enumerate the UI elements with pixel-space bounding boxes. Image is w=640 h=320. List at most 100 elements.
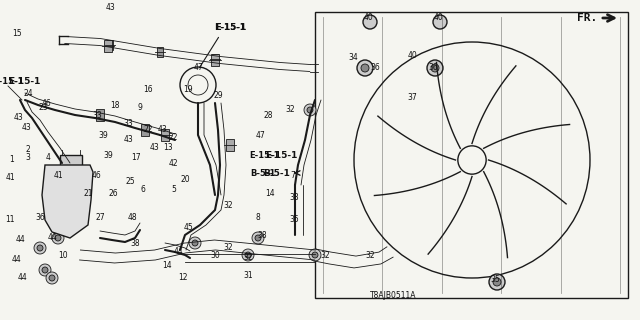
Text: 33: 33 (92, 110, 102, 119)
Text: 48: 48 (127, 213, 137, 222)
Circle shape (245, 252, 251, 258)
Text: 9: 9 (138, 102, 143, 111)
Text: 38: 38 (130, 238, 140, 247)
Text: 32: 32 (285, 106, 295, 115)
Circle shape (363, 15, 377, 29)
Text: 38: 38 (289, 194, 299, 203)
Text: 39: 39 (103, 150, 113, 159)
Circle shape (255, 235, 261, 241)
Text: 14: 14 (162, 260, 172, 269)
Text: 24: 24 (23, 89, 33, 98)
Text: 43: 43 (13, 114, 23, 123)
Text: 37: 37 (407, 93, 417, 102)
Text: 15: 15 (12, 29, 22, 38)
Circle shape (312, 252, 318, 258)
Text: 32: 32 (223, 201, 233, 210)
Text: 25: 25 (125, 178, 135, 187)
Circle shape (493, 278, 501, 286)
Text: 46: 46 (91, 171, 101, 180)
Text: 39: 39 (98, 131, 108, 140)
Text: E-15-1: E-15-1 (250, 150, 280, 159)
Text: E-15-1: E-15-1 (8, 77, 40, 86)
Text: 47: 47 (255, 131, 265, 140)
Text: 36: 36 (428, 63, 438, 73)
Text: 44: 44 (15, 236, 25, 244)
Text: 21: 21 (83, 189, 93, 198)
Text: 10: 10 (58, 251, 68, 260)
Text: 43: 43 (123, 135, 133, 145)
Text: 29: 29 (213, 92, 223, 100)
Circle shape (55, 235, 61, 241)
Text: 18: 18 (110, 101, 120, 110)
Text: 27: 27 (95, 213, 105, 222)
Text: 32: 32 (320, 251, 330, 260)
Text: 32: 32 (223, 244, 233, 252)
Text: 13: 13 (163, 143, 173, 153)
Circle shape (192, 240, 198, 246)
Bar (161, 129, 169, 141)
Text: 31: 31 (243, 270, 253, 279)
Bar (226, 139, 234, 151)
Text: 14: 14 (265, 188, 275, 197)
Text: 36: 36 (35, 213, 45, 222)
Text: 41: 41 (53, 171, 63, 180)
Text: 32: 32 (243, 253, 253, 262)
Circle shape (37, 245, 43, 251)
Text: 28: 28 (263, 110, 273, 119)
Text: 3: 3 (26, 154, 31, 163)
Text: 40: 40 (433, 13, 443, 22)
Text: 2: 2 (26, 145, 30, 154)
Text: 17: 17 (131, 154, 141, 163)
Circle shape (307, 107, 313, 113)
Text: 23: 23 (38, 102, 48, 111)
Text: 30: 30 (210, 251, 220, 260)
Circle shape (42, 267, 48, 273)
Text: 43: 43 (150, 143, 160, 153)
Text: 12: 12 (179, 274, 188, 283)
Bar (315, 12, 628, 298)
Bar (211, 54, 219, 66)
Text: 22: 22 (168, 133, 178, 142)
Bar (96, 109, 104, 121)
Text: E-15-1: E-15-1 (265, 150, 298, 159)
Text: FR.: FR. (577, 13, 597, 23)
Circle shape (189, 237, 201, 249)
Circle shape (361, 64, 369, 72)
Text: 6: 6 (141, 186, 145, 195)
Text: 35: 35 (490, 276, 500, 284)
Circle shape (39, 264, 51, 276)
Circle shape (34, 242, 46, 254)
Text: 34: 34 (348, 53, 358, 62)
Bar (107, 40, 113, 50)
Text: 36: 36 (370, 63, 380, 73)
Circle shape (252, 232, 264, 244)
Text: 40: 40 (408, 51, 418, 60)
Text: 40: 40 (363, 13, 373, 22)
Text: 43: 43 (21, 124, 31, 132)
Text: 43: 43 (105, 4, 115, 12)
Text: 43: 43 (157, 125, 167, 134)
Text: 1: 1 (10, 156, 14, 164)
Bar (60, 155, 82, 169)
Text: 19: 19 (183, 85, 193, 94)
Bar (141, 124, 149, 136)
Text: 46: 46 (42, 100, 52, 108)
Text: 47: 47 (193, 63, 203, 73)
Text: 7: 7 (291, 171, 296, 180)
Circle shape (357, 60, 373, 76)
Text: E-15-1: E-15-1 (214, 23, 246, 33)
Circle shape (431, 64, 439, 72)
Bar (104, 40, 112, 52)
Circle shape (309, 249, 321, 261)
Text: 44: 44 (11, 255, 21, 265)
Text: 26: 26 (108, 189, 118, 198)
Text: 42: 42 (168, 158, 178, 167)
Circle shape (242, 249, 254, 261)
Text: 44: 44 (47, 234, 57, 243)
Circle shape (52, 232, 64, 244)
Circle shape (427, 60, 443, 76)
Text: 38: 38 (257, 230, 267, 239)
Text: 33: 33 (123, 119, 133, 129)
Circle shape (49, 275, 55, 281)
Text: T8AJB0511A: T8AJB0511A (370, 291, 416, 300)
